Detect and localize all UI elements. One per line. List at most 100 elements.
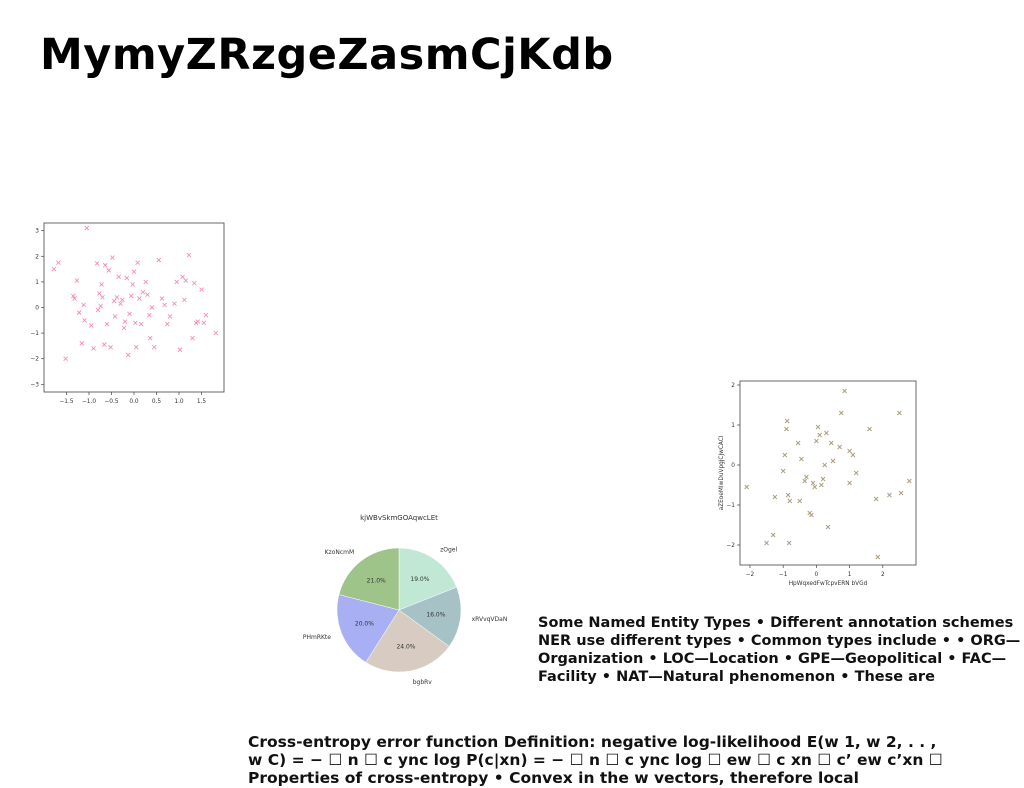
scatter1-x-tick-label: 1.0 <box>174 399 184 405</box>
scatter2-point <box>875 554 881 560</box>
scatter1-point <box>106 268 112 273</box>
scatter1-point <box>151 344 157 350</box>
scatter1-y-tick-label: 3 <box>35 229 39 235</box>
scatter2-point <box>814 438 819 444</box>
scatter2-point <box>847 448 852 454</box>
scatter1-y-tick-label: −3 <box>30 382 39 388</box>
scatter2-point <box>780 468 786 474</box>
scatter2-point <box>867 426 872 432</box>
scatter2-point <box>810 480 816 486</box>
scatter1-point <box>190 335 195 341</box>
scatter2-point <box>850 452 856 458</box>
scatter2-point <box>842 388 847 394</box>
pie-slice-label: zOgel <box>440 546 457 553</box>
scatter1-plot-frame <box>43 222 225 393</box>
scatter1-point <box>143 279 149 285</box>
scatter2-point <box>829 440 834 446</box>
pie-value-label: 24.0% <box>396 644 415 651</box>
scatter2-point <box>812 484 818 490</box>
scatter2-y-tick-label: 0 <box>731 463 735 469</box>
scatter1-point <box>147 335 153 341</box>
scatter1-point <box>63 356 68 362</box>
scatter2-point <box>787 498 793 504</box>
scatter-chart-2: −2 −1 0 1 2 −2 −1 0 1 2 HpWqxedFwTcpvERN bVGd aZEoe… <box>700 370 940 595</box>
scatter2-point <box>770 532 776 538</box>
pie-value-label: 16.0% <box>426 612 445 619</box>
pie-chart: kjWBvSkmGOAqwcLEt 19.0% zOgel 16.0% xRVvqVDa… <box>295 505 515 710</box>
scatter1-point <box>131 269 137 274</box>
scatter1-point <box>82 317 87 323</box>
pie-slice <box>336 594 400 663</box>
scatter1-point <box>203 312 209 318</box>
pie-slice-label: PHmRKte <box>303 634 331 641</box>
scatter1-point <box>172 301 177 306</box>
scatter1-point <box>119 297 125 303</box>
scatter1-point <box>140 289 146 295</box>
scatter1-point <box>99 282 104 287</box>
scatter2-x-tick-label: 0 <box>815 572 819 578</box>
scatter1-point <box>130 282 135 287</box>
scatter1-point <box>122 319 128 324</box>
scatter2-point <box>802 478 808 484</box>
scatter1-point <box>167 314 173 319</box>
page-title: MymyZRzgeZasmCjKdb <box>40 30 614 80</box>
scatter2-point <box>795 440 801 446</box>
scatter2-point <box>785 492 791 498</box>
scatter1-point <box>128 293 134 299</box>
scatter1-point <box>137 296 142 301</box>
scatter1-point <box>79 341 85 346</box>
scatter1-point <box>91 346 96 351</box>
scatter2-x-tick-label: −1 <box>779 572 788 578</box>
scatter1-y-tick-label: 1 <box>35 280 39 286</box>
scatter2-point <box>887 492 892 498</box>
scatter2-point <box>825 524 831 530</box>
pie-slice <box>365 609 450 673</box>
scatter1-x-tick-label: −1.5 <box>59 399 73 405</box>
scatter1-point <box>125 352 131 358</box>
scatter1-point <box>88 323 94 328</box>
scatter1-point <box>118 301 123 306</box>
scatter1-point <box>213 330 219 336</box>
scatter2-point <box>786 540 792 546</box>
scatter1-point <box>177 347 183 353</box>
scatter2-point <box>764 540 769 546</box>
scatter2-point <box>784 426 789 432</box>
scatter1-y-tick-label: −1 <box>30 331 39 337</box>
scatter1-point <box>114 294 120 300</box>
scatter1-point <box>133 344 139 350</box>
scatter1-point <box>180 274 185 280</box>
scatter1-point <box>110 255 115 260</box>
scatter1-x-tick-label: −1.0 <box>82 399 96 405</box>
scatter2-point <box>898 490 904 496</box>
scatter2-x-tick-label: 1 <box>848 572 852 578</box>
scatter1-point <box>84 225 90 231</box>
scatter1-point <box>156 257 162 263</box>
cross-entropy-text-block: Cross-entropy error function Definition:… <box>248 733 943 787</box>
pie-slice-label: KzoNcmM <box>325 549 355 556</box>
scatter1-point <box>111 298 117 304</box>
scatter2-point <box>847 480 852 486</box>
pie-slice-label: xRVvqVDaN <box>472 616 508 623</box>
scatter1-point <box>104 321 110 327</box>
scatter2-point <box>819 482 824 488</box>
scatter1-point <box>98 303 104 309</box>
scatter2-point <box>809 512 814 518</box>
scatter2-point <box>772 494 778 500</box>
scatter2-x-tick-label: 2 <box>881 572 885 578</box>
scatter1-point <box>121 325 127 331</box>
pie-value-label: 20.0% <box>355 621 374 628</box>
scatter2-y-tick-label: 2 <box>731 383 735 389</box>
scatter2-point <box>799 456 804 462</box>
scatter2-point <box>822 462 827 468</box>
scatter1-point <box>133 320 138 326</box>
scatter2-point <box>824 430 829 436</box>
scatter2-point <box>784 418 790 424</box>
pie-slice-label: bgbRv <box>413 679 433 686</box>
scatter1-point <box>159 296 165 301</box>
scatter2-x-axis-label: HpWqxedFwTcpvERN bVGd <box>789 581 868 587</box>
scatter1-y-tick-label: 2 <box>35 254 39 260</box>
scatter1-x-tick-label: 0.5 <box>152 399 162 405</box>
scatter1-point <box>112 314 118 319</box>
scatter1-point <box>138 321 144 327</box>
scatter1-point <box>199 287 204 292</box>
